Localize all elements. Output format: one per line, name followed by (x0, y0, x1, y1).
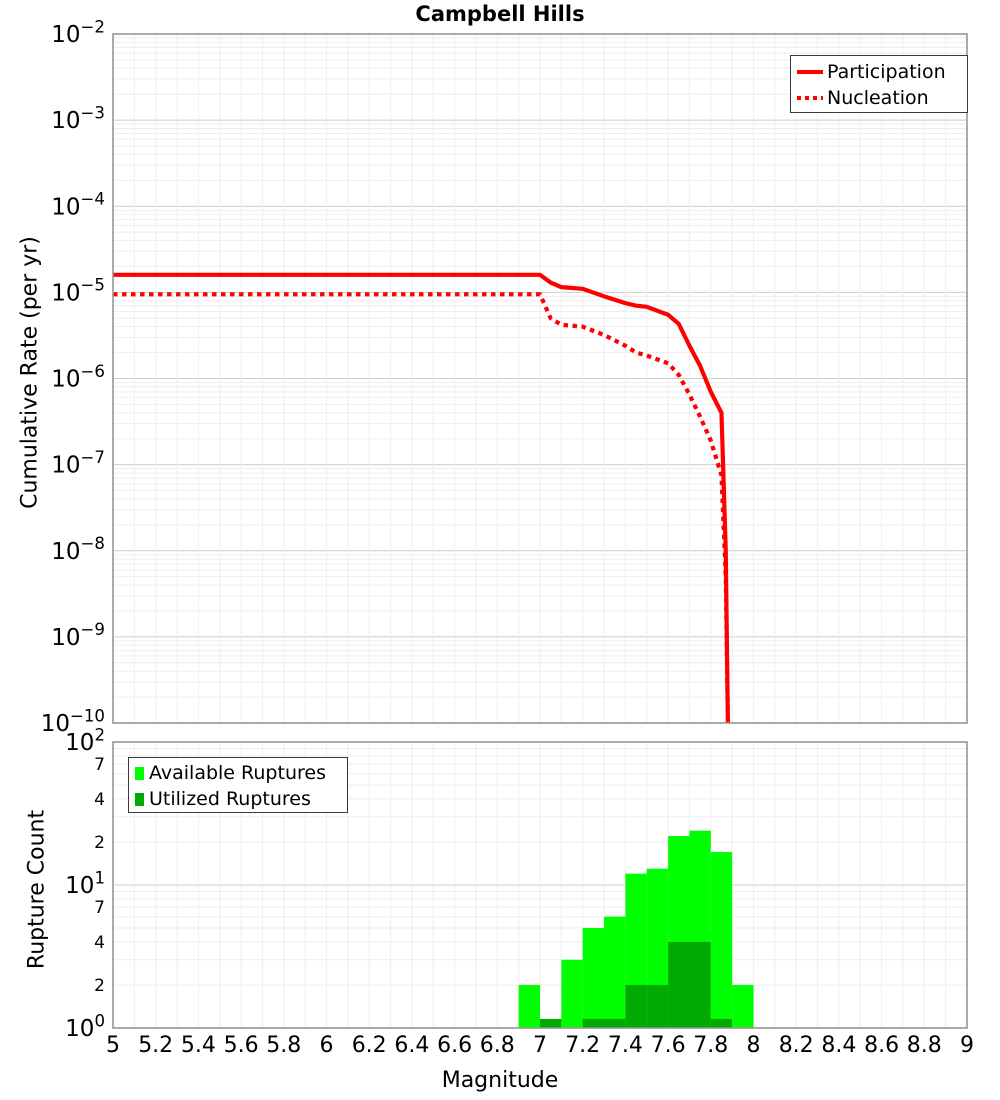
y-tick-bottom-minor-20: 2 (94, 833, 105, 853)
x-tick-7.2: 7.2 (565, 1033, 600, 1058)
bar-available (583, 928, 604, 1028)
y-tick-bottom-minor-70: 7 (94, 755, 105, 775)
y-tick-bottom-1e0: 100 (65, 1011, 105, 1042)
y-tick-top-1e-5: 10−5 (51, 276, 105, 307)
bar-available (561, 960, 582, 1028)
x-tick-5.2: 5.2 (138, 1033, 173, 1058)
x-tick-8.8: 8.8 (907, 1033, 942, 1058)
legend-item-available-ruptures: Available Ruptures (135, 760, 347, 786)
x-tick-6.4: 6.4 (394, 1033, 429, 1058)
solid-line-icon (797, 70, 823, 74)
y-tick-bottom-1e1: 101 (65, 868, 105, 899)
bar-available (732, 985, 753, 1028)
y-tick-top-1e-6: 10−6 (51, 362, 105, 393)
y-tick-top-1e-4: 10−4 (51, 190, 105, 221)
dotted-line-icon (797, 96, 823, 100)
x-tick-6: 6 (320, 1033, 334, 1058)
x-tick-9: 9 (960, 1033, 974, 1058)
x-tick-8: 8 (747, 1033, 761, 1058)
chart-page: Campbell Hills Cumulative Rate (per yr) … (0, 0, 1000, 1100)
bar-utilized (604, 1019, 625, 1028)
x-tick-5: 5 (106, 1033, 120, 1058)
legend-item-nucleation: Nucleation (797, 85, 967, 111)
bar-utilized (647, 985, 668, 1028)
y-tick-top-1e-2: 10−2 (51, 17, 105, 48)
y-tick-top-1e-9: 10−9 (51, 620, 105, 651)
y-tick-bottom-minor-7: 7 (94, 898, 105, 918)
x-tick-7.8: 7.8 (693, 1033, 728, 1058)
legend-label-utilized: Utilized Ruptures (149, 788, 311, 810)
x-tick-8.6: 8.6 (864, 1033, 899, 1058)
x-tick-5.8: 5.8 (266, 1033, 301, 1058)
x-tick-7.4: 7.4 (608, 1033, 643, 1058)
utilized-color-swatch-icon (135, 793, 144, 806)
x-tick-7: 7 (533, 1033, 547, 1058)
x-tick-5.6: 5.6 (224, 1033, 259, 1058)
x-tick-5.4: 5.4 (181, 1033, 216, 1058)
y-tick-top-1e-7: 10−7 (51, 448, 105, 479)
legend-label-available: Available Ruptures (149, 762, 326, 784)
legend-label-nucleation: Nucleation (827, 87, 929, 109)
y-tick-bottom-1e2: 102 (65, 725, 105, 756)
bar-utilized (583, 1019, 604, 1028)
bar-available (711, 852, 732, 1028)
bar-utilized (540, 1019, 561, 1028)
x-tick-7.6: 7.6 (651, 1033, 686, 1058)
legend-top-chart: Participation Nucleation (790, 55, 968, 113)
bar-utilized (689, 942, 710, 1028)
y-tick-bottom-minor-40: 4 (94, 790, 105, 810)
x-tick-6.6: 6.6 (437, 1033, 472, 1058)
bar-available (519, 985, 540, 1028)
legend-label-participation: Participation (827, 61, 946, 83)
x-tick-8.2: 8.2 (779, 1033, 814, 1058)
legend-bottom-chart: Available Ruptures Utilized Ruptures (128, 757, 348, 813)
bar-available (604, 917, 625, 1028)
y-tick-top-1e-3: 10−3 (51, 103, 105, 134)
y-tick-bottom-minor-2: 2 (94, 976, 105, 996)
legend-item-utilized-ruptures: Utilized Ruptures (135, 786, 347, 812)
x-tick-6.8: 6.8 (480, 1033, 515, 1058)
x-tick-8.4: 8.4 (821, 1033, 856, 1058)
x-tick-6.2: 6.2 (352, 1033, 387, 1058)
legend-item-participation: Participation (797, 59, 967, 85)
y-tick-bottom-minor-4: 4 (94, 933, 105, 953)
bar-utilized (711, 1019, 732, 1028)
y-tick-top-1e-8: 10−8 (51, 534, 105, 565)
chart-canvas: 10−210−310−410−510−610−710−810−910−10102… (0, 0, 1000, 1100)
available-color-swatch-icon (135, 767, 144, 780)
bar-utilized (668, 942, 689, 1028)
bar-utilized (625, 985, 646, 1028)
